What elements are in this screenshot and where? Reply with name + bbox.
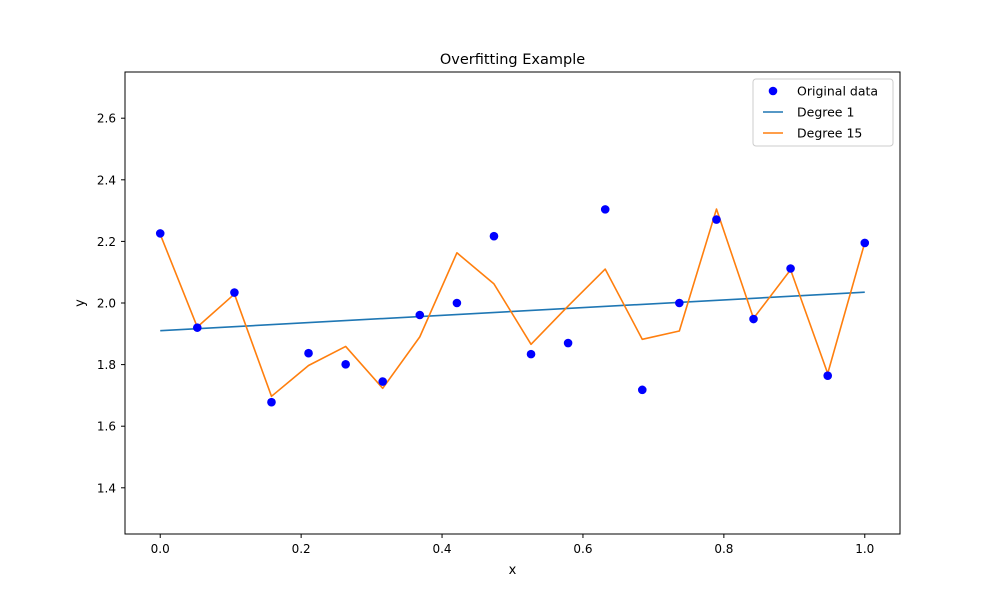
x-tick-label: 0.4 (432, 542, 451, 556)
legend-marker-scatter (768, 86, 778, 96)
data-point-original-data (489, 231, 499, 241)
legend-label: Original data (797, 84, 878, 99)
data-point-original-data (452, 298, 462, 308)
y-tick-label: 2.0 (97, 297, 116, 311)
plot-marks (155, 205, 870, 407)
y-tick-label: 1.8 (97, 358, 116, 372)
legend-box (752, 78, 894, 147)
data-point-original-data (860, 238, 870, 248)
legend: Original data Degree 1 Degree 15 (752, 78, 894, 147)
data-point-original-data (415, 310, 425, 320)
chart-title: Overfitting Example (440, 52, 585, 68)
y-tick-label: 2.2 (97, 235, 116, 249)
data-point-original-data (155, 229, 165, 238)
x-tick-label: 0.2 (292, 542, 311, 556)
legend-label: Degree 15 (797, 126, 862, 141)
data-point-original-data (526, 349, 536, 359)
data-point-original-data (600, 205, 610, 214)
x-tick-label: 0.0 (151, 542, 170, 556)
y-axis-label: y (73, 299, 88, 307)
data-point-original-data (304, 348, 313, 358)
y-tick-label: 2.4 (97, 173, 116, 187)
axis-ticks: 0.0 0.2 0.4 0.6 0.8 1.0 1.4 1.6 1.8 2.0 2.2 2.4 2.6 (97, 112, 874, 556)
data-point-original-data (637, 385, 647, 395)
legend-items: Original data Degree 1 Degree 15 (763, 84, 878, 141)
x-tick-label: 0.8 (714, 542, 733, 556)
data-point-original-data (823, 371, 833, 380)
data-point-original-data (192, 323, 202, 332)
data-point-original-data (712, 215, 721, 224)
data-point-original-data (230, 288, 239, 297)
data-point-original-data (675, 298, 684, 308)
data-point-original-data (563, 338, 573, 348)
series-line-degree-15 (159, 208, 866, 398)
x-tick-label: 1.0 (855, 542, 874, 556)
x-axis-label: x (509, 563, 517, 578)
y-tick-label: 1.6 (97, 420, 116, 434)
y-tick-label: 1.4 (97, 481, 116, 495)
x-tick-label: 0.6 (573, 542, 592, 556)
y-tick-label: 2.6 (97, 112, 116, 126)
data-point-original-data (786, 264, 795, 273)
legend-label: Degree 1 (797, 105, 854, 120)
data-point-original-data (749, 314, 758, 324)
data-point-original-data (341, 359, 350, 369)
data-point-original-data (267, 397, 276, 407)
data-point-original-data (378, 377, 388, 386)
